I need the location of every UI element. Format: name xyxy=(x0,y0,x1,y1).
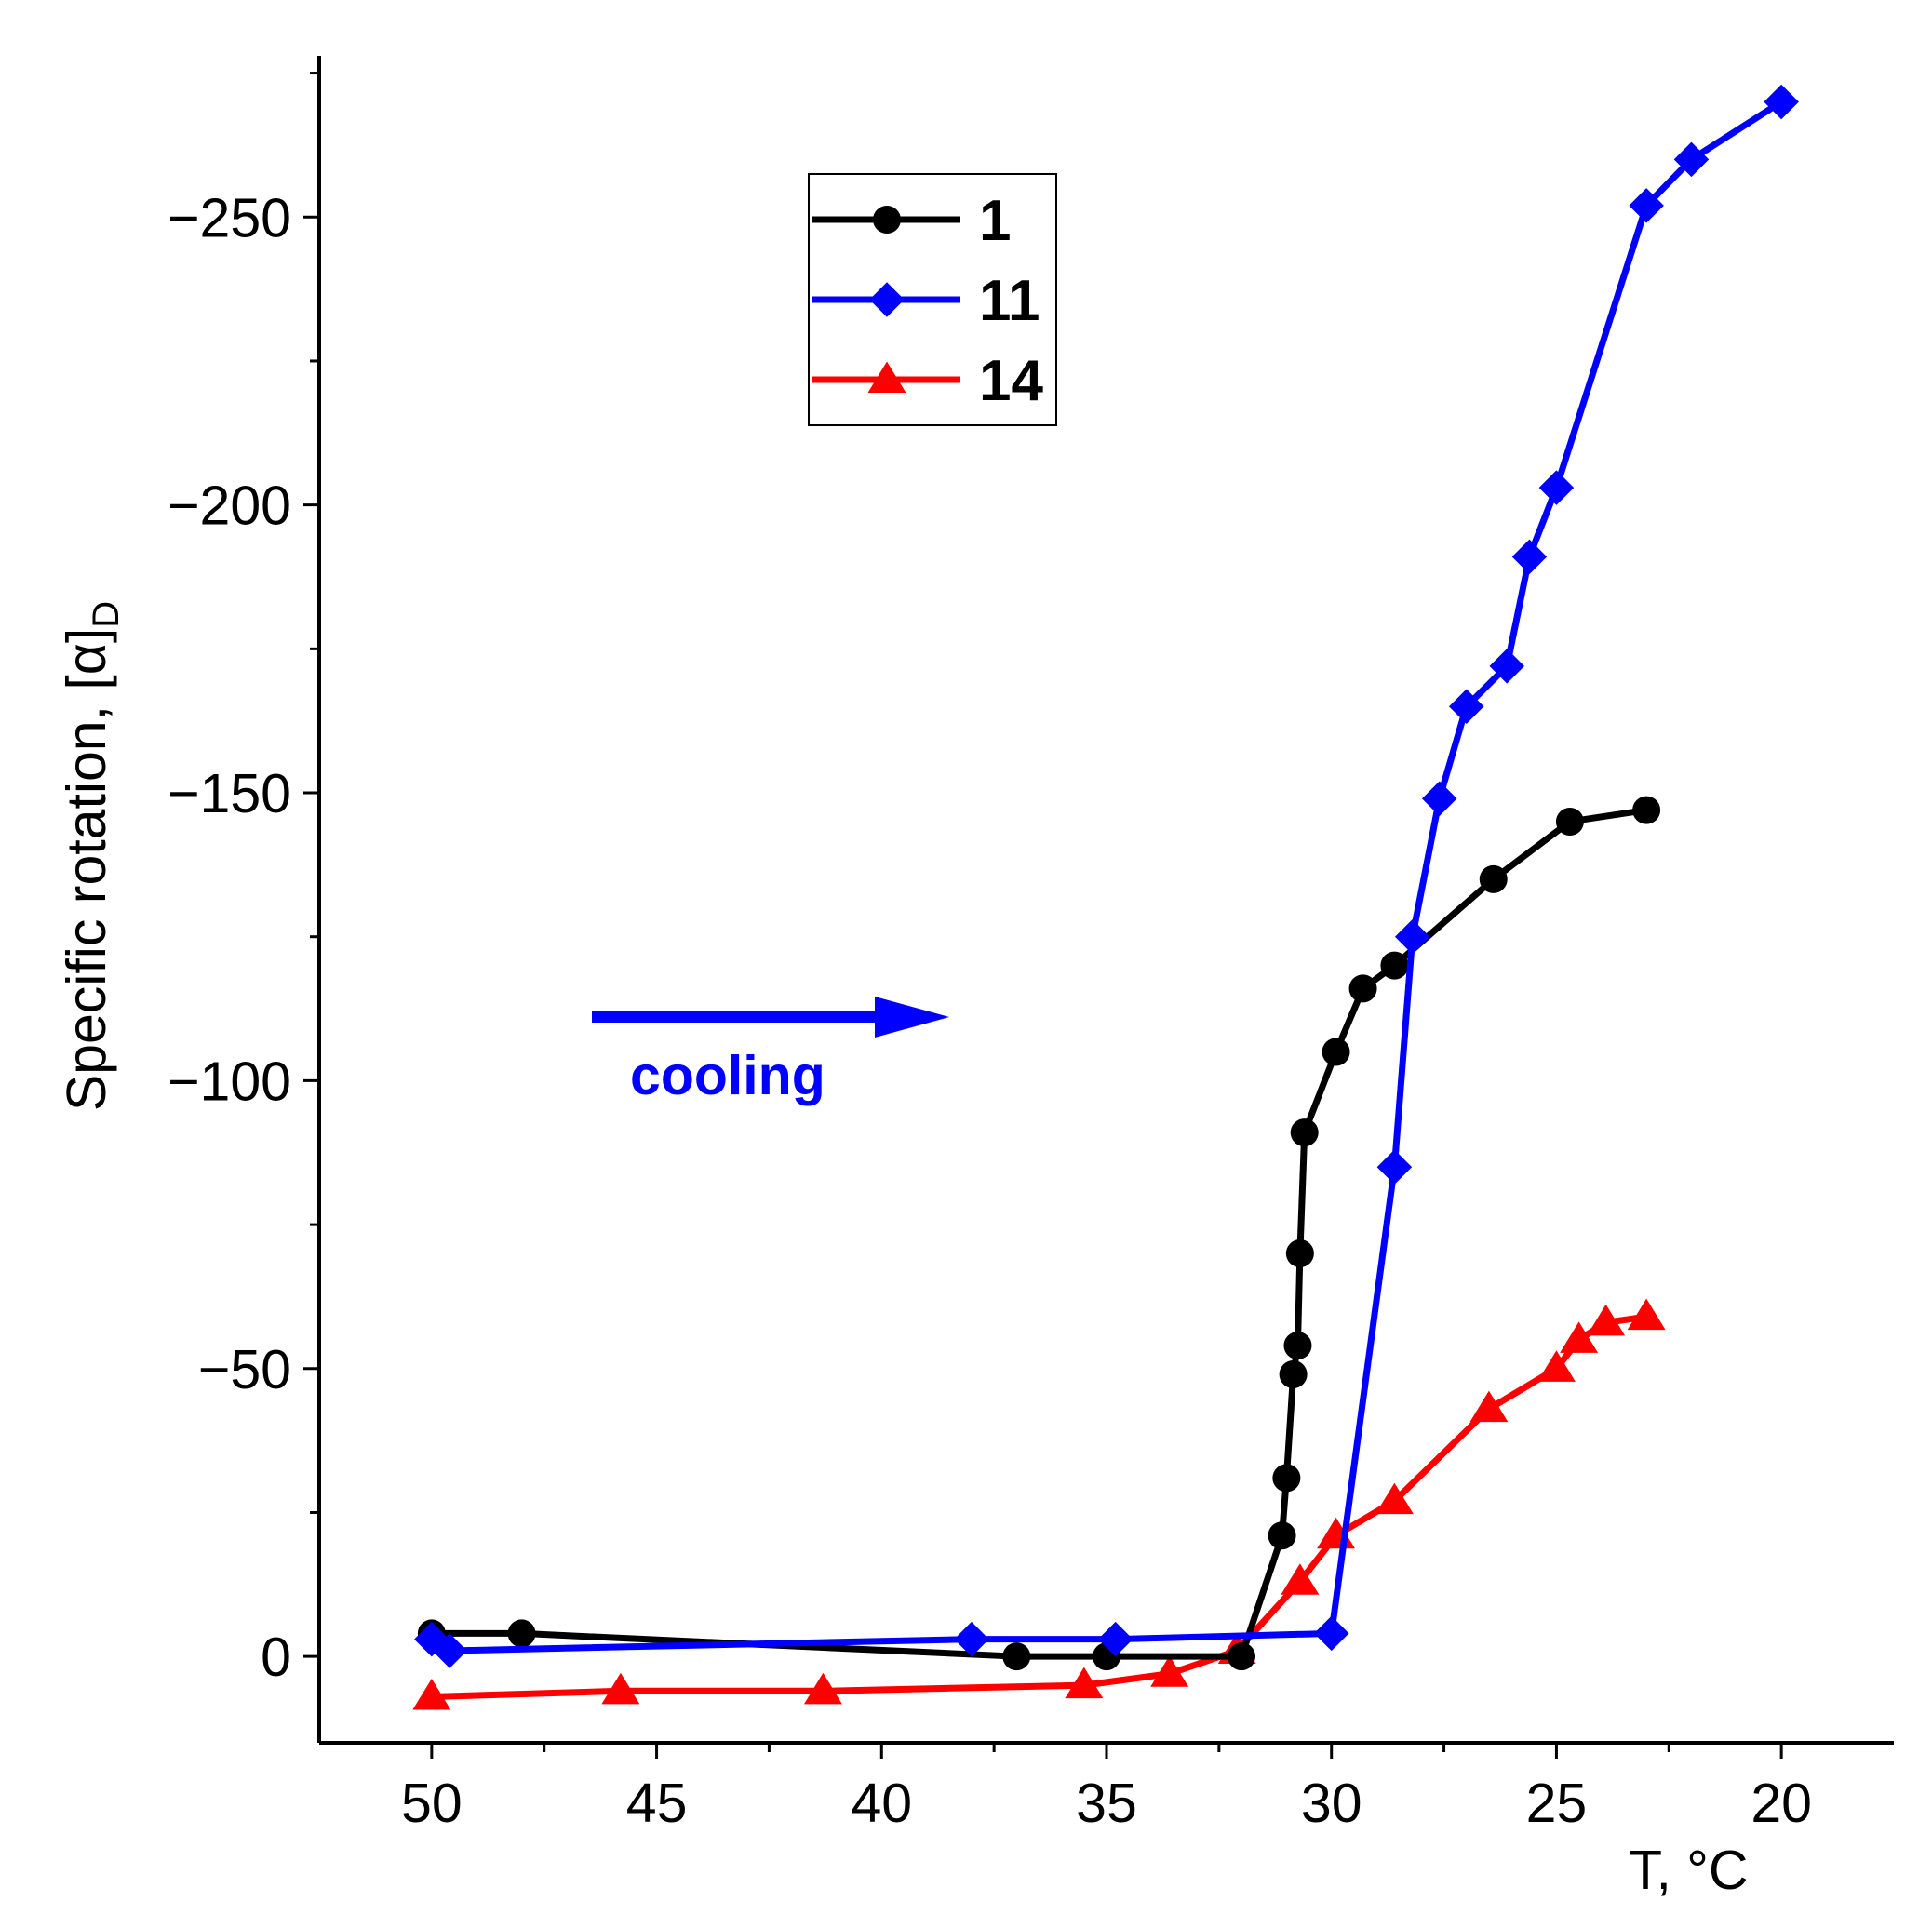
data-point-14 xyxy=(1536,1350,1576,1382)
data-point-14 xyxy=(1627,1298,1666,1331)
y-tick-label: −200 xyxy=(168,475,291,537)
legend-marker-1 xyxy=(873,206,901,234)
data-point-1 xyxy=(1285,1239,1314,1268)
data-point-1 xyxy=(1380,951,1409,980)
data-point-14 xyxy=(601,1672,640,1705)
legend-item-1: 1 xyxy=(812,189,1011,253)
y-tick-label: −100 xyxy=(168,1051,291,1112)
data-point-11 xyxy=(1097,1621,1134,1657)
data-point-1 xyxy=(1272,1464,1301,1493)
data-point-11 xyxy=(1538,470,1575,505)
data-point-11 xyxy=(1673,141,1710,178)
legend-label-14: 14 xyxy=(979,349,1043,413)
x-tick-label: 35 xyxy=(1076,1773,1137,1834)
data-point-1 xyxy=(1279,1359,1308,1388)
y-tick-label: −150 xyxy=(168,763,291,824)
series-layer xyxy=(412,84,1799,1710)
data-point-11 xyxy=(1421,781,1457,816)
legend-item-11: 11 xyxy=(812,269,1040,333)
data-point-11 xyxy=(1394,918,1430,955)
data-point-1 xyxy=(1632,796,1661,824)
data-point-11 xyxy=(1376,1149,1413,1185)
data-point-11 xyxy=(1489,649,1525,684)
data-point-14 xyxy=(1587,1304,1626,1336)
axes-layer: 50 45 40 35 30 25 20 0 −50 −100 −150 −200 −250 xyxy=(168,56,1894,1834)
data-point-14 xyxy=(803,1672,842,1705)
data-point-1 xyxy=(1002,1642,1031,1671)
data-point-11 xyxy=(1313,1615,1349,1652)
x-tick-label: 25 xyxy=(1526,1773,1588,1834)
data-point-14 xyxy=(1469,1390,1509,1423)
y-tick-label: 0 xyxy=(261,1627,291,1688)
data-point-14 xyxy=(1560,1321,1599,1353)
series-11 xyxy=(414,84,1799,1668)
legend-item-14: 14 xyxy=(812,349,1043,413)
legend-marker-14 xyxy=(867,361,906,394)
data-point-1 xyxy=(1283,1332,1312,1360)
y-tick-label: −250 xyxy=(168,187,291,248)
data-point-14 xyxy=(412,1678,451,1710)
data-point-1 xyxy=(1228,1642,1256,1671)
data-point-11 xyxy=(1629,188,1664,223)
data-point-1 xyxy=(1348,974,1377,1003)
data-point-11 xyxy=(954,1621,989,1657)
cooling-annotation: cooling xyxy=(592,997,949,1106)
cooling-label: cooling xyxy=(630,1045,825,1106)
data-point-11 xyxy=(1764,84,1799,120)
x-tick-label: 50 xyxy=(401,1773,463,1834)
x-axis-title: T, °C xyxy=(1629,1840,1749,1901)
legend-marker-11 xyxy=(869,282,905,317)
data-point-1 xyxy=(1290,1118,1319,1147)
x-tick-label: 40 xyxy=(851,1773,912,1834)
y-tick-label: −50 xyxy=(198,1339,291,1400)
x-tick-label: 20 xyxy=(1751,1773,1812,1834)
data-point-1 xyxy=(1268,1521,1296,1550)
cooling-arrow-head xyxy=(875,997,949,1038)
data-point-14 xyxy=(1065,1667,1104,1699)
data-point-1 xyxy=(1322,1038,1350,1066)
data-point-1 xyxy=(1479,864,1508,893)
data-point-11 xyxy=(1448,689,1484,724)
data-point-14 xyxy=(1281,1563,1320,1595)
data-point-11 xyxy=(432,1633,467,1668)
x-tick-label: 30 xyxy=(1301,1773,1362,1834)
data-point-1 xyxy=(1555,807,1584,836)
x-tick-label: 45 xyxy=(626,1773,688,1834)
y-axis-title-main: Specific rotation, [α] xyxy=(56,628,117,1111)
data-point-1 xyxy=(507,1619,536,1648)
series-14 xyxy=(412,1298,1666,1710)
y-axis-title: Specific rotation, [α]D xyxy=(56,601,127,1111)
data-point-14 xyxy=(1375,1482,1414,1515)
data-point-14 xyxy=(1150,1655,1189,1687)
y-axis-title-subscript: D xyxy=(86,601,127,628)
data-point-11 xyxy=(1511,539,1548,575)
legend-label-11: 11 xyxy=(979,269,1040,333)
legend-label-1: 1 xyxy=(979,189,1011,253)
